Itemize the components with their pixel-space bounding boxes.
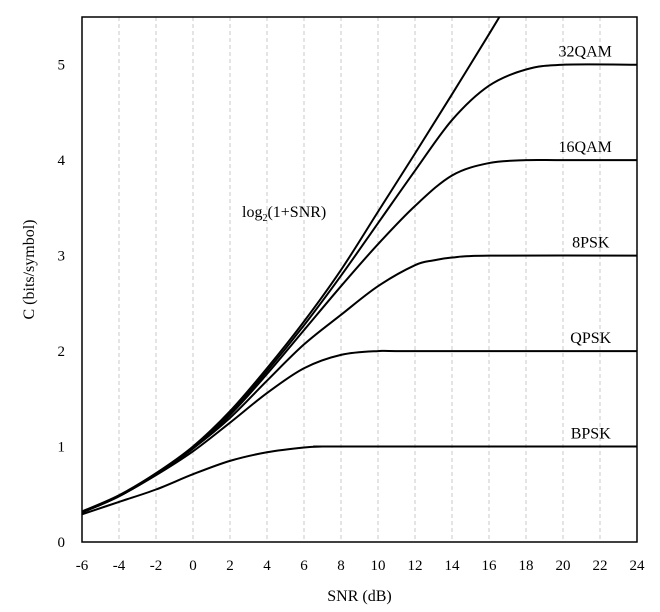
x-tick-label-13: 20: [556, 558, 571, 574]
formula-log: log: [242, 204, 262, 221]
x-tick-label-5: 4: [263, 558, 271, 574]
x-tick-label-8: 10: [371, 558, 386, 574]
series-line-bpsk: [82, 445, 637, 516]
x-tick-label-2: -2: [150, 558, 163, 574]
series-label-8psk: 8PSK: [572, 235, 610, 252]
y-tick-label-0: 0: [58, 535, 66, 551]
y-tick-label-4: 4: [58, 153, 66, 169]
y-axis-title: C (bits/symbol): [21, 219, 38, 319]
series-line-8psk: [82, 254, 637, 514]
formula-rest: (1+SNR): [267, 204, 326, 221]
series-curves: [82, 17, 637, 516]
formula-annotation: log2(1+SNR): [242, 204, 326, 224]
plot-frame: [81, 16, 638, 543]
series-line-16qam: [82, 158, 637, 514]
x-tick-label-6: 6: [300, 558, 308, 574]
series-label-16qam: 16QAM: [559, 139, 612, 156]
series-labels: 32QAM 16QAM 8PSK QPSK BPSK: [559, 44, 612, 443]
series-label-qpsk: QPSK: [570, 330, 611, 347]
x-tick-label-15: 24: [630, 558, 646, 574]
y-tick-label-5: 5: [58, 58, 66, 74]
grid-lines: [118, 17, 601, 542]
x-tick-label-11: 16: [482, 558, 498, 574]
formula-subscript: 2: [262, 213, 267, 224]
x-tick-label-10: 14: [445, 558, 461, 574]
series-label-32qam: 32QAM: [559, 44, 612, 61]
x-tick-label-14: 22: [593, 558, 608, 574]
y-tick-label-2: 2: [58, 344, 66, 360]
y-tick-label-3: 3: [58, 249, 66, 265]
x-tick-label-1: -4: [113, 558, 126, 574]
x-tick-label-3: 0: [189, 558, 197, 574]
series-line-qpsk: [82, 349, 637, 514]
x-tick-label-4: 2: [226, 558, 234, 574]
x-tick-label-9: 12: [408, 558, 423, 574]
y-tick-label-1: 1: [58, 440, 66, 456]
x-tick-label-7: 8: [337, 558, 345, 574]
x-tick-label-12: 18: [519, 558, 534, 574]
series-line-32qam: [82, 63, 637, 514]
series-label-bpsk: BPSK: [571, 426, 611, 443]
x-axis-title: SNR (dB): [327, 588, 391, 605]
x-tick-label-0: -6: [76, 558, 89, 574]
